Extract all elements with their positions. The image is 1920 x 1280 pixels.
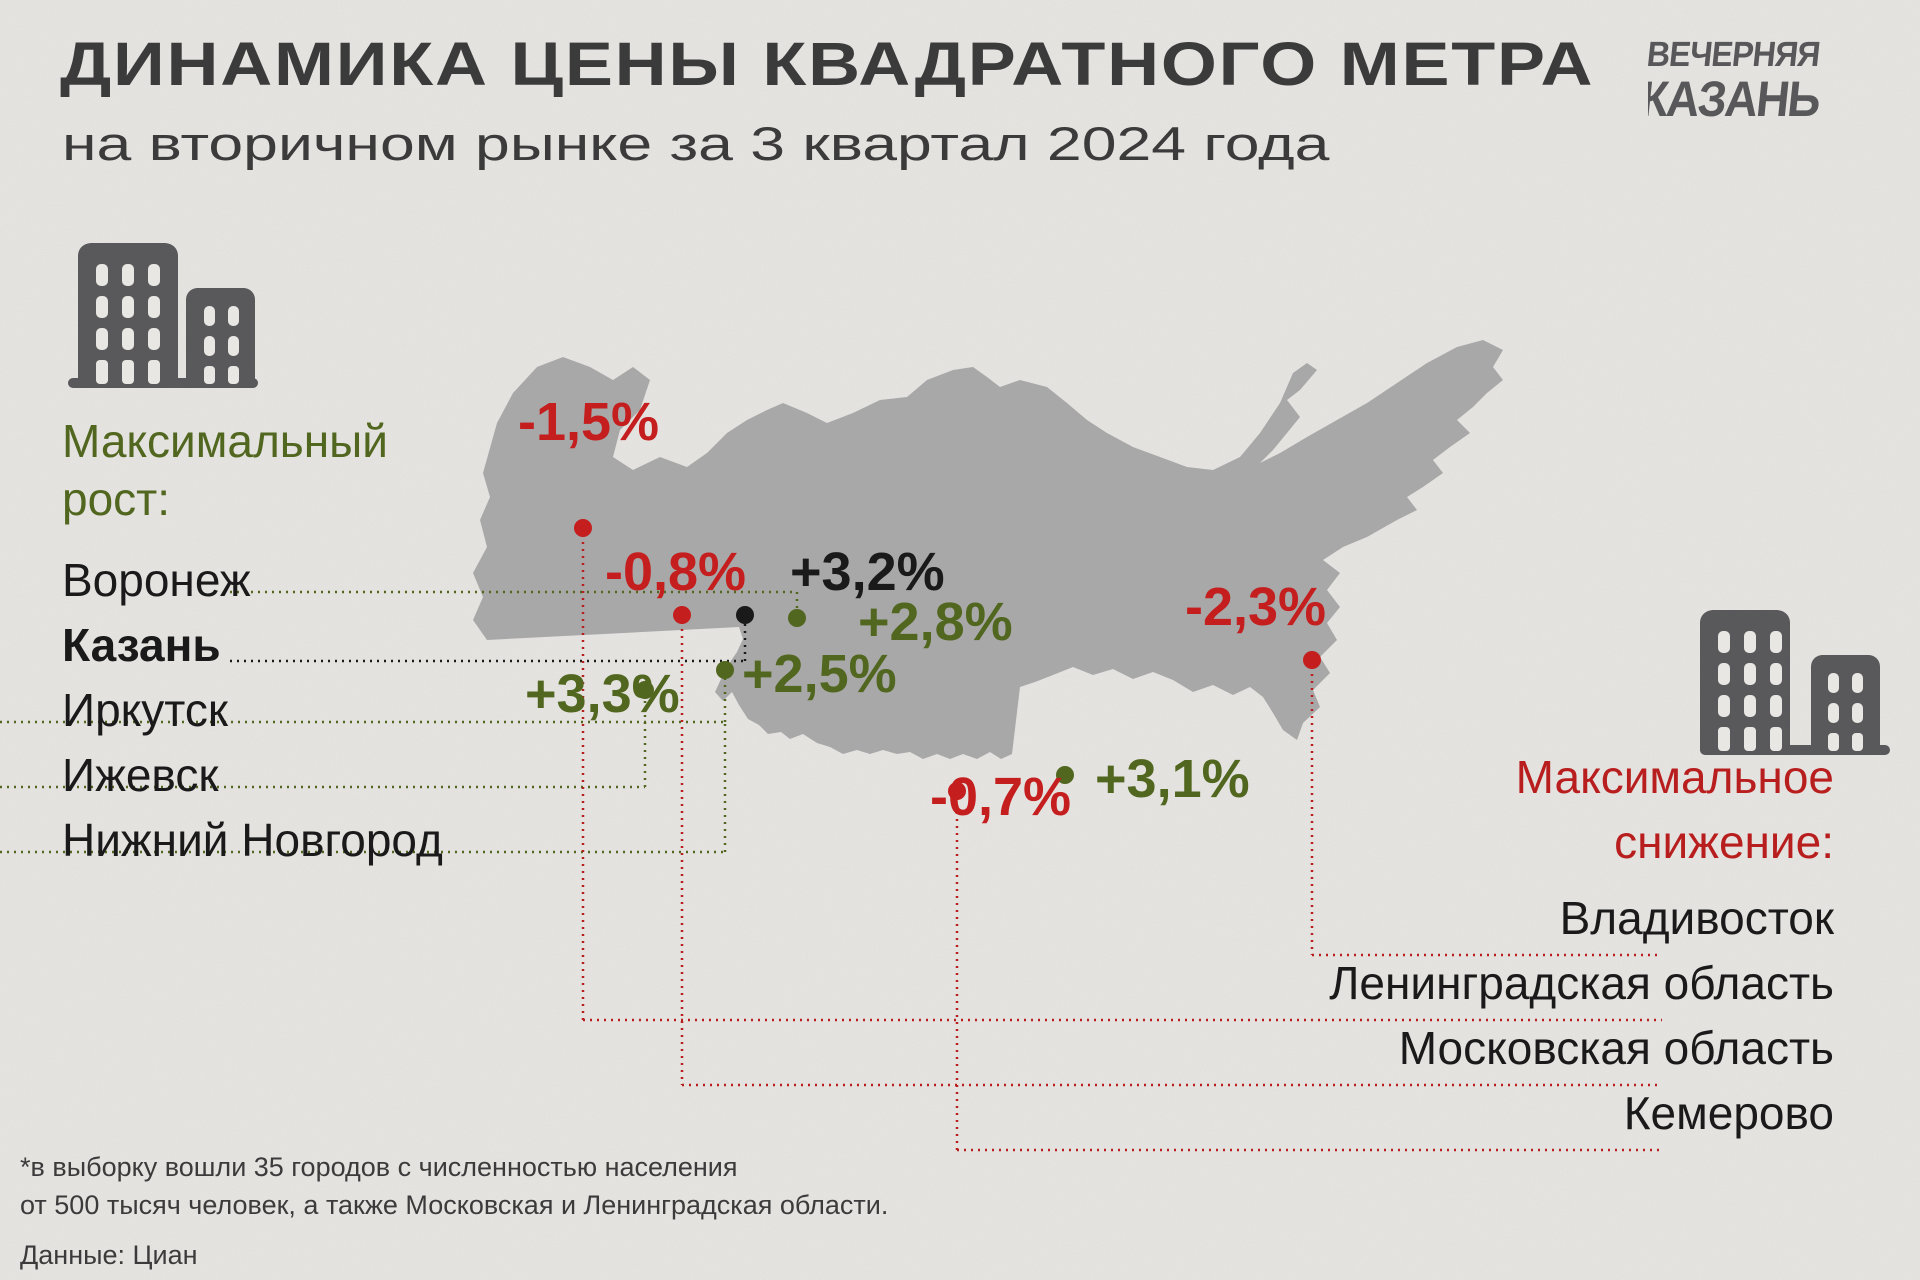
svg-text:+2,5%: +2,5%: [742, 644, 897, 704]
svg-text:-0,7%: -0,7%: [930, 767, 1071, 827]
svg-text:+2,8%: +2,8%: [858, 592, 1013, 652]
svg-text:-0,8%: -0,8%: [605, 542, 746, 602]
svg-text:+3,3%: +3,3%: [525, 664, 680, 724]
svg-text:+3,1%: +3,1%: [1095, 749, 1250, 809]
svg-text:-1,5%: -1,5%: [518, 392, 659, 452]
svg-text:-2,3%: -2,3%: [1185, 577, 1326, 637]
